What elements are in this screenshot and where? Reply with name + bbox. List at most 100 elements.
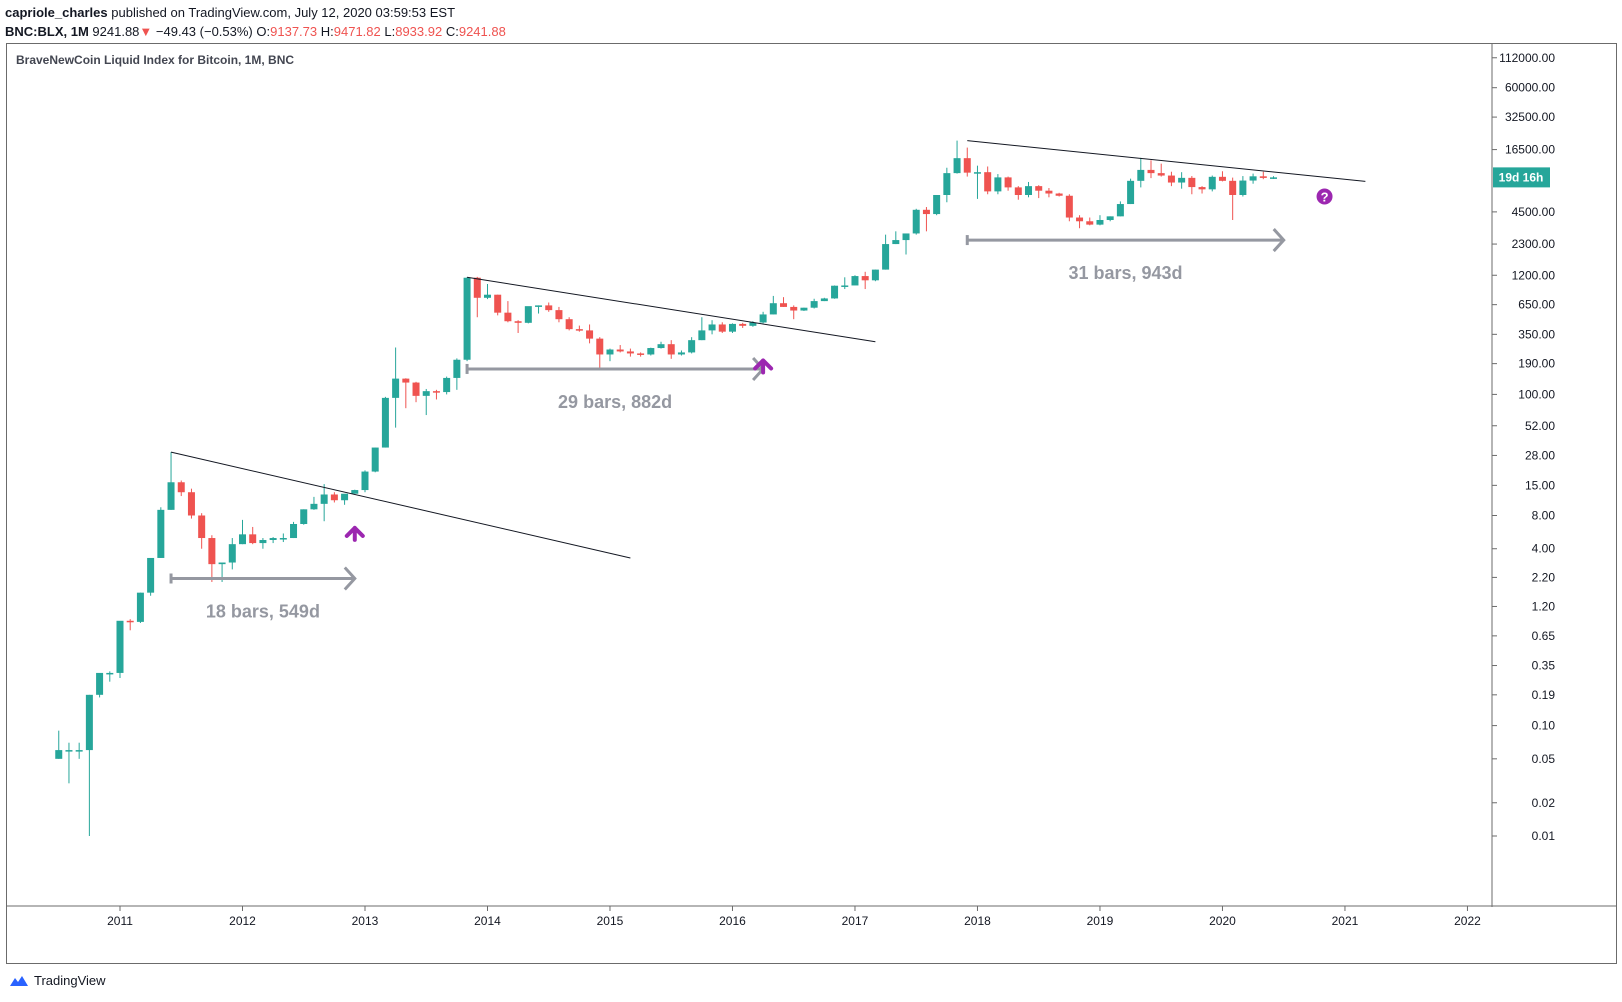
candle-body [1229,180,1237,195]
candle [851,275,859,286]
candle [75,742,83,759]
candle [147,557,155,596]
candle [290,521,298,539]
candle-body [555,310,563,320]
candle-body [524,306,532,323]
price-tick-label: 32500.00 [1505,110,1555,124]
candle-body [861,276,869,281]
candle-body [1055,193,1063,196]
candle-body [269,538,277,540]
candle-body [1259,176,1267,178]
time-tick-label: 2016 [719,914,746,928]
candle [892,231,900,245]
candle [759,311,767,324]
candle [973,165,981,199]
annotations: 18 bars, 549d 29 bars, 882d 31 bars, 943d? [169,140,1366,621]
candle [596,337,604,369]
candle [65,742,73,784]
candle-body [565,319,573,330]
candle [637,352,645,357]
candle [1157,163,1165,177]
candle-body [177,482,185,493]
candle-body [147,557,155,593]
candle-body [912,209,920,234]
candle [555,306,563,323]
candle [1065,194,1073,222]
candle-body [1249,176,1257,181]
candle [994,174,1002,195]
candle [841,277,849,290]
candle [769,295,777,315]
candle [187,488,195,519]
candle-body [463,277,471,360]
price-tick-label: 28.00 [1525,448,1555,462]
price-tick-label: 350.00 [1518,327,1555,341]
tradingview-logo-icon [10,975,28,986]
candle [463,277,471,362]
candle [483,284,491,300]
candle-body [994,177,1002,192]
publish-line: capriole_charles published on TradingVie… [5,3,506,22]
candle-body [1025,186,1033,195]
time-tick-label: 2019 [1087,914,1114,928]
candle-body [810,301,818,308]
candle-body [208,538,216,565]
candle-body [65,750,73,752]
time-tick-label: 2013 [352,914,379,928]
candle-body [647,348,655,355]
time-tick-label: 2012 [229,914,256,928]
candle [106,671,114,682]
price-tick-label: 1200.00 [1512,268,1556,282]
candle [626,348,634,357]
candle-body [1147,169,1155,174]
time-axis: 2011 2012 2013 2014 2015 2016 2017 2018 2019 2020… [6,905,1617,928]
candle-body [1086,221,1094,225]
candle [810,298,818,309]
candle [739,322,747,328]
price-tick-label: 190.00 [1518,357,1555,371]
candle-body [157,509,165,558]
candle [1178,172,1186,189]
candle [381,396,389,448]
candle [933,194,941,216]
measure-label: 18 bars, 549d [206,601,320,621]
candle-body [759,314,767,323]
candle [1055,192,1063,197]
candle [1259,171,1267,180]
price-tick-label: 4.00 [1532,542,1556,556]
price-tick-label: 112000.00 [1499,51,1555,65]
price-tick-label: 0.35 [1532,659,1556,673]
candle [1147,160,1155,179]
time-tick-label: 2014 [474,914,501,928]
candle-body [1157,173,1165,176]
candle-body [933,194,941,215]
candle-body [749,322,757,326]
candle-body [473,277,481,298]
candle [412,381,420,403]
candle [126,619,134,631]
author-name[interactable]: capriole_charles [5,5,108,20]
price-tick-label: 0.05 [1532,752,1556,766]
candle-body [1188,177,1196,188]
price-tick-label: 0.01 [1532,829,1556,843]
candle-body [1106,216,1114,220]
candle-body [351,490,359,494]
candle-body [504,312,512,322]
candle [1198,186,1206,194]
price-tick-label: 1.20 [1532,599,1556,613]
measure-arrowhead [1272,228,1286,253]
price-tick-label: 2.20 [1532,570,1556,584]
candle-body [698,330,706,341]
close-label: C: [445,24,459,39]
candle [1116,201,1124,217]
candle [330,492,338,503]
candle [249,526,257,545]
candle [688,337,696,354]
candle [718,322,726,333]
close-value: 9241.88 [458,24,506,39]
candle-body [218,562,226,565]
candle [1106,216,1114,222]
candle [1208,175,1216,192]
candle-body [626,351,634,354]
